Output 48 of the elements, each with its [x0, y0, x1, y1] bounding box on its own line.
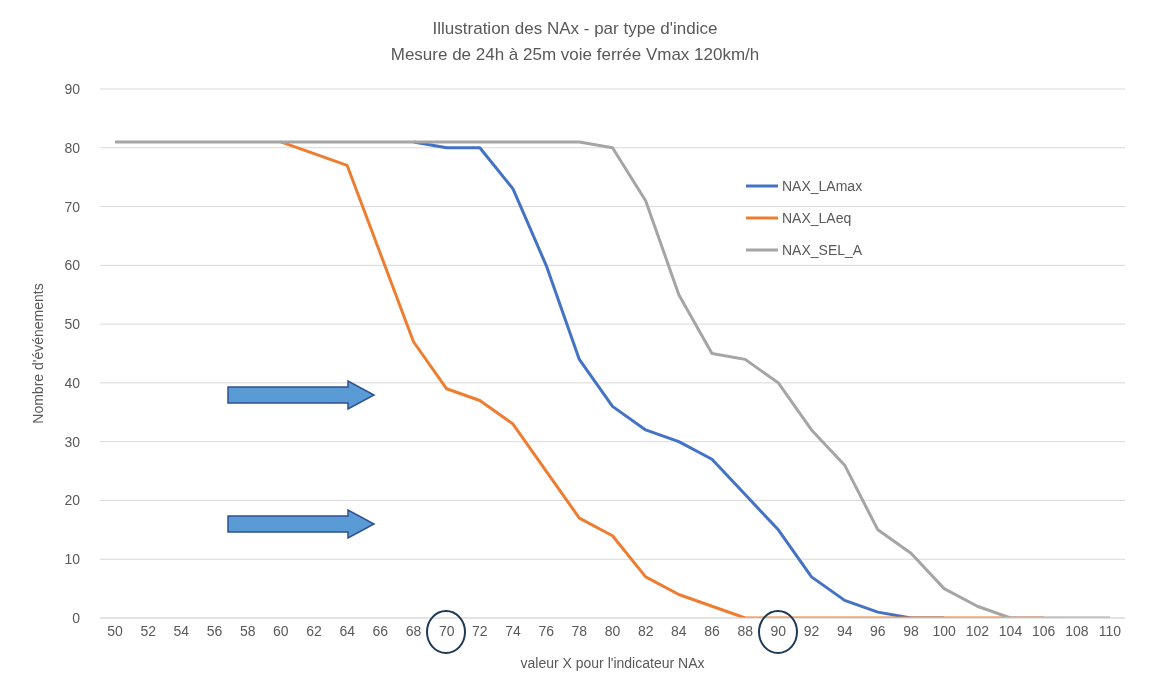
y-tick-label: 40: [64, 374, 81, 391]
x-tick-label: 78: [571, 622, 588, 639]
x-tick-label: 106: [1031, 622, 1056, 639]
x-tick-label: 58: [239, 622, 256, 639]
x-tick-label: 96: [870, 622, 886, 639]
y-tick-label: 10: [64, 551, 81, 568]
x-tick-label: 84: [671, 622, 687, 639]
x-tick-label: 94: [836, 622, 853, 639]
y-tick-label: 80: [64, 139, 81, 156]
x-tick-label: 76: [538, 622, 555, 639]
x-tick-label: 80: [604, 622, 621, 639]
x-tick-label: 54: [173, 622, 190, 639]
x-tick-label: 70: [438, 622, 455, 639]
x-tick-label: 64: [339, 622, 356, 639]
x-tick-label: 56: [206, 622, 223, 639]
legend-label: NAX_SEL_A: [782, 241, 863, 260]
x-tick-label: 82: [637, 622, 654, 639]
y-tick-label: 30: [64, 433, 81, 450]
x-tick-label: 92: [803, 622, 820, 639]
chart-title: Illustration des NAx - par type d'indice: [431, 18, 719, 40]
x-tick-label: 98: [903, 622, 919, 639]
y-tick-label: 0: [72, 609, 81, 626]
x-tick-label: 60: [273, 622, 289, 639]
x-tick-label: 62: [306, 622, 322, 639]
x-tick-label: 86: [704, 622, 720, 639]
x-tick-label: 90: [770, 622, 787, 639]
x-tick-label: 74: [505, 622, 521, 639]
y-tick-label: 70: [64, 198, 81, 215]
legend-label: NAX_LAmax: [782, 177, 863, 196]
x-tick-label: 88: [737, 622, 754, 639]
x-tick-label: 50: [107, 622, 123, 639]
y-tick-label: 20: [64, 492, 81, 509]
x-axis-title: valeur X pour l'indicateur NAx: [520, 655, 705, 671]
x-tick-label: 100: [932, 622, 957, 639]
y-axis-title: Nombre d'événements: [29, 283, 46, 424]
x-tick-label: 102: [965, 622, 990, 639]
x-tick-label: 108: [1065, 622, 1089, 639]
y-tick-label: 90: [64, 80, 81, 97]
chart-subtitle: Mesure de 24h à 25m voie ferrée Vmax 120km/h: [389, 44, 761, 66]
y-tick-label: 60: [64, 257, 81, 274]
x-tick-label: 72: [472, 622, 488, 639]
x-tick-label: 66: [372, 622, 389, 639]
x-tick-label: 52: [140, 622, 157, 639]
x-tick-label: 68: [405, 622, 422, 639]
x-tick-label: 104: [998, 622, 1023, 639]
legend-label: NAX_LAeq: [782, 209, 852, 228]
x-tick-label: 110: [1098, 622, 1122, 639]
y-tick-label: 50: [64, 316, 81, 333]
